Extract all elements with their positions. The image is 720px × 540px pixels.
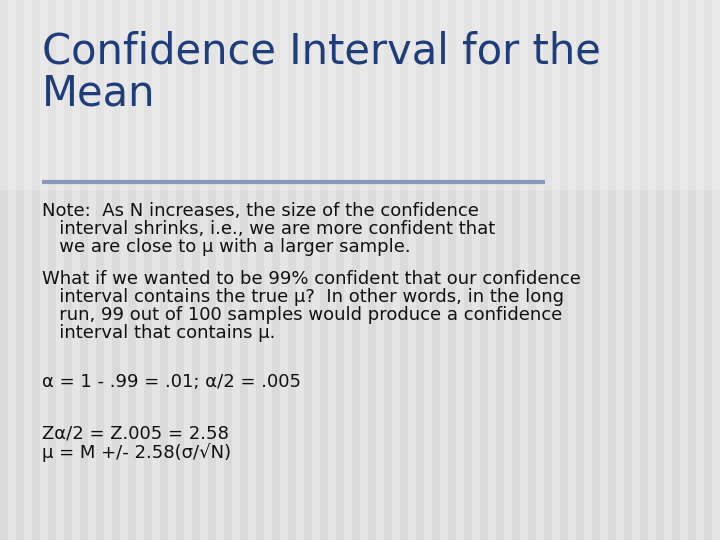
Bar xyxy=(96,0,104,540)
Bar xyxy=(352,0,360,540)
Bar xyxy=(528,0,536,540)
Bar xyxy=(128,0,136,540)
Bar xyxy=(0,0,8,540)
Bar xyxy=(368,0,376,540)
Text: α = 1 - .99 = .01; α/2 = .005: α = 1 - .99 = .01; α/2 = .005 xyxy=(42,373,301,391)
Text: interval that contains μ.: interval that contains μ. xyxy=(42,324,275,342)
Bar xyxy=(0,190,720,540)
Bar xyxy=(336,0,344,540)
Bar xyxy=(496,0,504,540)
Bar xyxy=(304,0,312,540)
Bar xyxy=(464,0,472,540)
Bar xyxy=(448,0,456,540)
Bar xyxy=(480,0,488,540)
Text: What if we wanted to be 99% confident that our confidence: What if we wanted to be 99% confident th… xyxy=(42,270,581,288)
Bar xyxy=(576,0,584,540)
Bar xyxy=(560,0,568,540)
Bar xyxy=(176,0,184,540)
Bar xyxy=(672,0,680,540)
Bar xyxy=(640,0,648,540)
Bar xyxy=(288,0,296,540)
Text: interval shrinks, i.e., we are more confident that: interval shrinks, i.e., we are more conf… xyxy=(42,220,495,238)
Bar xyxy=(608,0,616,540)
Bar xyxy=(432,0,440,540)
Bar xyxy=(192,0,200,540)
Bar xyxy=(656,0,664,540)
Text: Confidence Interval for the: Confidence Interval for the xyxy=(42,30,601,72)
Bar xyxy=(320,0,328,540)
Bar xyxy=(240,0,248,540)
Bar xyxy=(80,0,88,540)
Bar xyxy=(32,0,40,540)
Bar xyxy=(144,0,152,540)
Bar xyxy=(592,0,600,540)
Bar xyxy=(384,0,392,540)
Text: Note:  As N increases, the size of the confidence: Note: As N increases, the size of the co… xyxy=(42,202,479,220)
Bar xyxy=(208,0,216,540)
Text: run, 99 out of 100 samples would produce a confidence: run, 99 out of 100 samples would produce… xyxy=(42,306,562,324)
Bar xyxy=(224,0,232,540)
Bar xyxy=(64,0,72,540)
Bar xyxy=(16,0,24,540)
Bar xyxy=(400,0,408,540)
Text: Mean: Mean xyxy=(42,72,156,114)
Bar xyxy=(256,0,264,540)
Bar xyxy=(688,0,696,540)
Bar xyxy=(0,0,720,190)
Text: Zα/2 = Z.005 = 2.58: Zα/2 = Z.005 = 2.58 xyxy=(42,425,229,443)
Text: interval contains the true μ?  In other words, in the long: interval contains the true μ? In other w… xyxy=(42,288,564,306)
Bar xyxy=(112,0,120,540)
Bar xyxy=(272,0,280,540)
Bar xyxy=(48,0,56,540)
Text: we are close to μ with a larger sample.: we are close to μ with a larger sample. xyxy=(42,238,410,256)
Bar xyxy=(704,0,712,540)
Text: μ = M +/- 2.58(σ/√N): μ = M +/- 2.58(σ/√N) xyxy=(42,443,231,462)
Bar xyxy=(512,0,520,540)
Bar xyxy=(160,0,168,540)
Bar xyxy=(416,0,424,540)
Bar xyxy=(544,0,552,540)
Bar xyxy=(624,0,632,540)
